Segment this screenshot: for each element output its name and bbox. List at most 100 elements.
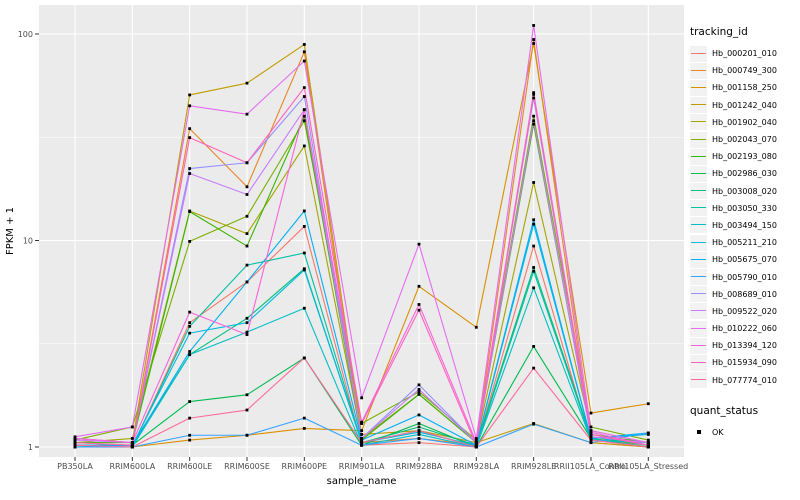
data-point <box>245 214 249 218</box>
data-point <box>245 161 249 165</box>
legend-line-icon <box>691 327 706 329</box>
data-point <box>188 433 192 437</box>
data-point <box>73 441 77 445</box>
legend-item: Hb_005790_010 <box>690 268 798 286</box>
legend-line-icon <box>691 104 706 106</box>
legend-item-label: Hb_000201_010 <box>712 49 777 59</box>
data-point <box>532 114 536 118</box>
data-point <box>73 438 77 442</box>
data-point <box>646 402 650 406</box>
data-point <box>130 425 134 429</box>
legend-key-swatch <box>690 424 707 440</box>
data-point <box>646 441 650 445</box>
legend-title-quant-status: quant_status <box>690 404 759 417</box>
legend-key-swatch <box>690 183 707 200</box>
legend-item-label: Hb_003494_150 <box>712 220 777 230</box>
data-point <box>188 350 192 353</box>
legend-item-label: Hb_003008_020 <box>712 186 777 196</box>
legend-line-icon <box>691 190 706 192</box>
x-tick-label: RRIM600LA <box>109 462 155 471</box>
legend-line-icon <box>691 155 706 157</box>
data-point <box>130 441 134 445</box>
data-point <box>360 396 364 400</box>
data-point <box>360 438 364 442</box>
data-point <box>245 330 249 334</box>
legend-line-icon <box>691 207 706 209</box>
data-point <box>245 193 249 196</box>
legend-key-swatch <box>690 165 707 182</box>
data-point <box>188 438 192 442</box>
data-point <box>360 443 364 447</box>
data-point <box>245 316 249 320</box>
data-point <box>302 119 306 123</box>
data-point <box>646 443 650 447</box>
legend-key-swatch <box>690 148 707 165</box>
legend-key-swatch <box>690 372 707 389</box>
data-point <box>589 425 593 429</box>
data-point <box>417 413 421 417</box>
data-point <box>532 266 536 269</box>
data-point <box>589 433 593 436</box>
legend-key-swatch <box>690 114 707 131</box>
data-point <box>532 91 536 95</box>
data-point <box>302 59 306 63</box>
data-point <box>417 388 421 391</box>
legend-item: Hb_005211_210 <box>690 234 798 251</box>
data-point <box>589 441 593 445</box>
legend-line-icon <box>691 138 706 140</box>
data-point <box>417 284 421 288</box>
data-point <box>589 435 593 439</box>
data-point <box>646 445 650 449</box>
data-point <box>360 441 364 445</box>
data-point <box>417 303 421 306</box>
legend-title-tracking-id: tracking_id <box>690 26 748 38</box>
legend-item: Hb_002043_070 <box>690 131 798 148</box>
data-point <box>302 251 306 255</box>
data-point <box>302 144 306 148</box>
data-point <box>188 240 192 243</box>
data-point <box>302 95 306 98</box>
legend-key-swatch <box>690 79 707 96</box>
data-point <box>532 218 536 222</box>
legend-key-swatch <box>690 131 707 148</box>
legend-item: Hb_015934_090 <box>690 354 798 371</box>
legend-item: Hb_000201_010 <box>690 45 798 62</box>
legend-item-label: Hb_002986_030 <box>712 169 777 179</box>
data-point <box>302 86 306 90</box>
data-point <box>188 353 192 357</box>
x-tick-label: RRIM928BA <box>396 462 443 471</box>
x-tick-label: RRIM600PE <box>282 462 328 471</box>
data-point <box>130 445 134 449</box>
data-point <box>532 244 536 248</box>
legend-item: Hb_001242_040 <box>690 97 798 114</box>
data-point <box>245 81 249 85</box>
legend-quant-status: quant_status OK <box>690 405 798 441</box>
legend-item-label: Hb_003050_330 <box>712 203 777 213</box>
legend-line-icon <box>691 276 706 278</box>
data-point <box>360 433 364 436</box>
data-point <box>360 437 364 440</box>
data-point <box>532 42 536 45</box>
data-point <box>532 181 536 184</box>
legend-item: Hb_010222_060 <box>690 320 798 337</box>
x-axis-title: sample_name <box>327 476 397 487</box>
data-point <box>532 24 536 27</box>
legend-item-label: Hb_009522_020 <box>712 306 777 316</box>
data-point <box>302 50 306 54</box>
data-point <box>188 416 192 420</box>
data-point <box>245 244 249 248</box>
legend-item-label: Hb_000749_300 <box>712 66 777 76</box>
data-point <box>532 269 536 273</box>
data-point <box>532 222 536 226</box>
data-point <box>73 435 77 439</box>
legend-line-icon <box>691 86 706 88</box>
legend-item: Hb_001902_040 <box>690 114 798 131</box>
legend-line-icon <box>691 293 706 295</box>
data-point <box>73 445 77 449</box>
legend-items: Hb_000201_010 Hb_000749_300 Hb_001158_250 H… <box>690 45 798 389</box>
data-point <box>302 427 306 430</box>
data-point <box>188 104 192 108</box>
data-point <box>245 321 249 325</box>
data-point <box>245 185 249 189</box>
legend-line-icon <box>691 69 706 71</box>
